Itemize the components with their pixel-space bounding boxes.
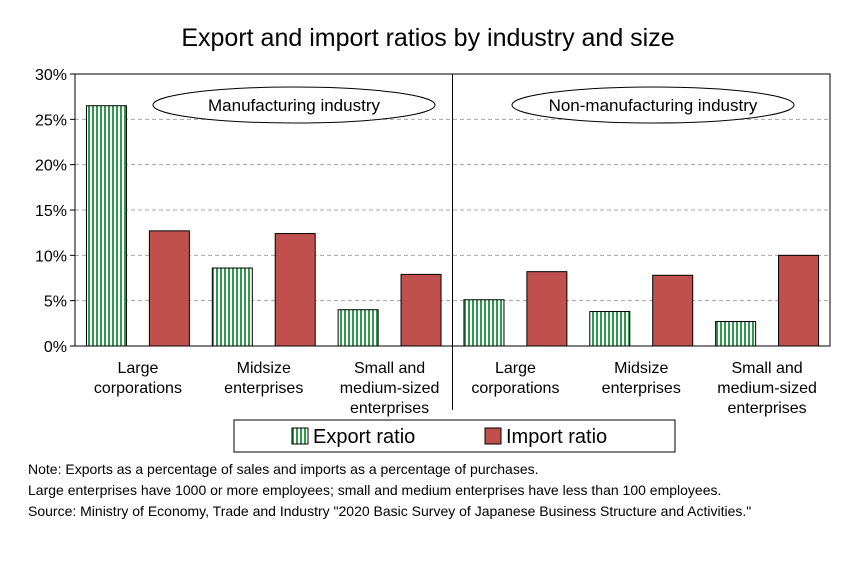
category-label: enterprises (224, 380, 303, 397)
export-ratio-bar (85, 105, 127, 347)
category-label: corporations (94, 380, 182, 397)
import-ratio-bar (526, 271, 568, 347)
category-label: Small and (732, 360, 803, 377)
category-label: Large (495, 360, 536, 377)
legend-label: Export ratio (313, 426, 415, 448)
category-label: medium-sized (340, 380, 440, 397)
export-ratio-bar (715, 321, 757, 347)
export-ratio-bar (337, 309, 379, 347)
group-label: Manufacturing industry (208, 96, 380, 115)
legend-swatch (484, 427, 502, 445)
group-label: Non-manufacturing industry (549, 96, 758, 115)
y-tick-label: 25% (35, 112, 67, 129)
category-label: Midsize (614, 360, 668, 377)
export-ratio-bar (211, 267, 253, 347)
chart-title: Export and import ratios by industry and… (181, 24, 675, 52)
import-ratio-bar (652, 274, 694, 347)
note-size-definition: Large enterprises have 1000 or more empl… (28, 482, 722, 498)
import-ratio-bar (148, 230, 190, 347)
category-label: enterprises (728, 400, 807, 417)
category-label: Large (117, 360, 158, 377)
y-tick-label: 15% (35, 203, 67, 220)
legend-swatch (291, 427, 309, 445)
export-ratio-bar (463, 299, 505, 347)
note-source: Source: Ministry of Economy, Trade and I… (28, 503, 752, 519)
category-label: Small and (354, 360, 425, 377)
category-label: enterprises (602, 380, 681, 397)
note-definition: Note: Exports as a percentage of sales a… (28, 461, 539, 477)
y-tick-label: 10% (35, 248, 67, 265)
import-ratio-bar (400, 273, 442, 347)
category-label: enterprises (350, 400, 429, 417)
group-label-ellipse (511, 86, 795, 124)
notes: Note: Exports as a percentage of sales a… (28, 459, 838, 522)
export-ratio-bar (589, 311, 631, 347)
legend-label: Import ratio (506, 426, 607, 448)
bar-chart: 0% 5% 10% 15% 20% 25% 30% Large corporations Mid… (35, 67, 831, 453)
y-tick-label: 0% (44, 339, 67, 356)
y-tick-label: 30% (35, 67, 67, 84)
y-tick-label: 20% (35, 158, 67, 175)
category-label: Midsize (237, 360, 291, 377)
group-label-ellipse (152, 86, 436, 124)
import-ratio-bar (778, 254, 820, 347)
y-tick-label: 5% (44, 294, 67, 311)
import-ratio-bar (274, 233, 316, 347)
category-label: corporations (471, 380, 559, 397)
category-label: medium-sized (717, 380, 817, 397)
